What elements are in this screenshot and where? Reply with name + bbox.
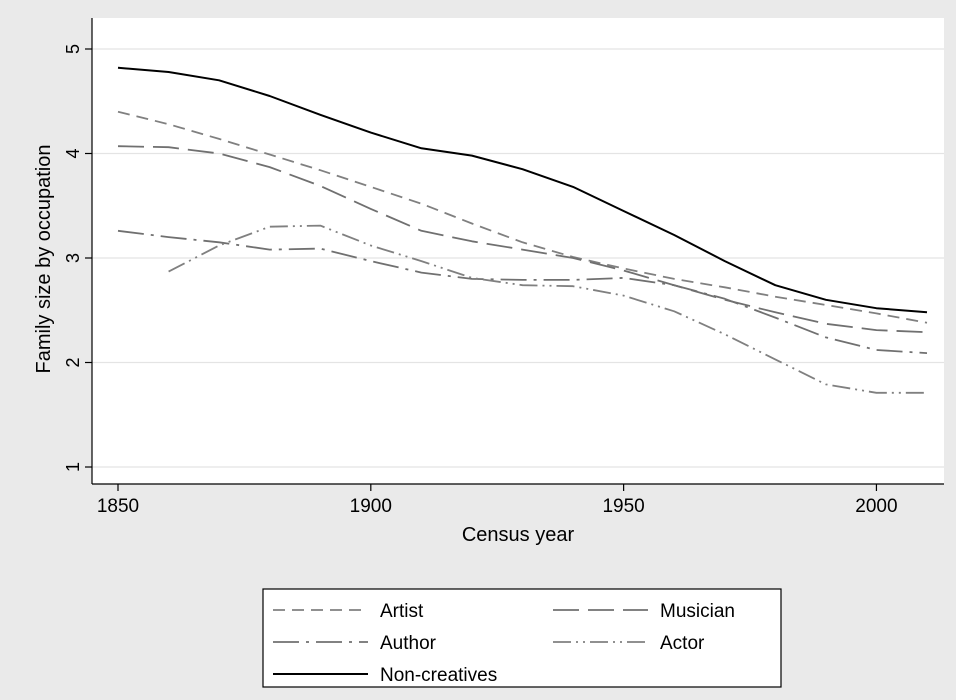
series-line-musician <box>117 145 928 334</box>
x-axis-title: Census year <box>462 524 575 546</box>
x-tick-label-2000: 2000 <box>855 496 897 517</box>
legend-label-non-creatives: Non-creatives <box>380 665 497 686</box>
y-tick-label-2: 2 <box>63 357 83 367</box>
x-tick-label-1950: 1950 <box>602 496 644 517</box>
legend-label-musician: Musician <box>660 601 735 622</box>
y-tick-label-3: 3 <box>63 253 83 263</box>
legend-label-actor: Actor <box>660 633 705 654</box>
y-tick-label-1: 1 <box>63 462 83 472</box>
legend: Artist Musician Author Actor Non-creatives <box>262 588 782 688</box>
legend-label-artist: Artist <box>380 601 424 622</box>
x-tick-label-1900: 1900 <box>350 496 392 517</box>
y-axis-title: Family size by occupation <box>33 145 55 374</box>
plot-background <box>92 18 944 484</box>
series-lines <box>117 66 928 394</box>
x-tick-label-1850: 1850 <box>97 496 139 517</box>
axes: 1 2 3 4 5 1850 1900 1950 2000 <box>63 18 944 517</box>
series-line-author <box>117 229 928 354</box>
grid-lines <box>92 48 944 468</box>
series-line-non-creatives <box>117 66 928 314</box>
series-line-artist <box>117 110 928 324</box>
y-tick-label-4: 4 <box>63 148 83 158</box>
legend-box <box>262 588 782 688</box>
y-tick-label-5: 5 <box>63 44 83 54</box>
legend-label-author: Author <box>380 633 437 654</box>
series-line-actor <box>168 224 927 394</box>
